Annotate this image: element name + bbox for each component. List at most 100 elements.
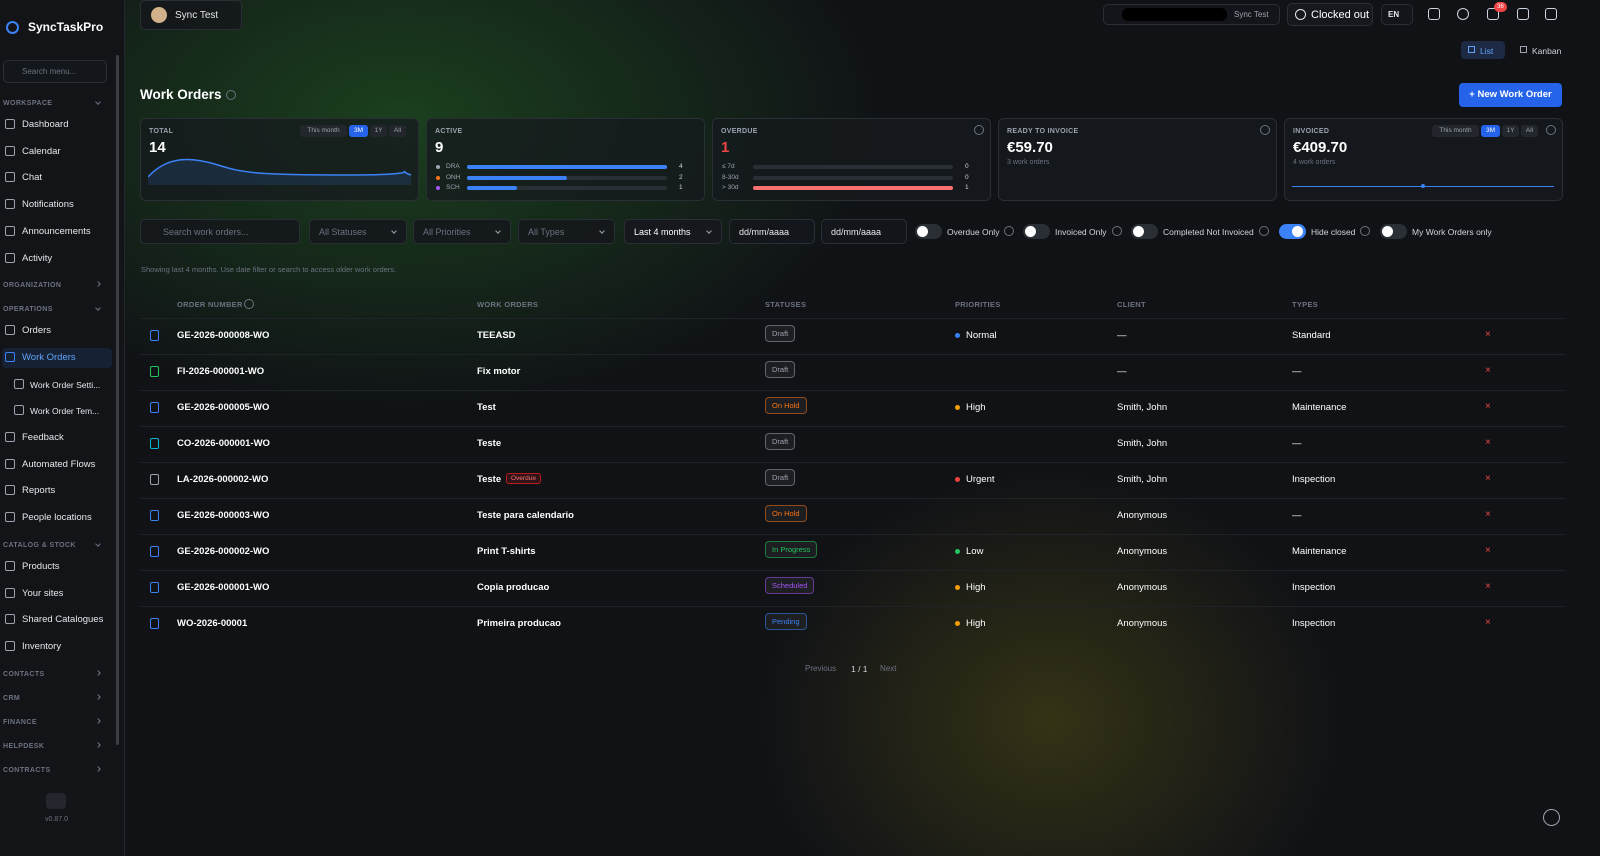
workspace-switch[interactable]: Sync Test	[140, 0, 242, 30]
toggle-knob	[1292, 226, 1303, 237]
row-name: > 30d	[722, 184, 739, 191]
nav-item[interactable]: Work Order Setti...	[30, 379, 101, 390]
client: Anonymous	[1117, 510, 1168, 521]
delete-button[interactable]: ×	[1485, 545, 1491, 556]
row-icon	[150, 438, 159, 449]
delete-button[interactable]: ×	[1485, 365, 1491, 376]
range-button[interactable]: This month	[1432, 125, 1479, 137]
pagination-previous[interactable]: Previous	[805, 664, 837, 673]
nav-item[interactable]: Automated Flows	[22, 458, 96, 470]
top-icon[interactable]	[1545, 8, 1557, 20]
delete-button[interactable]: ×	[1485, 581, 1491, 592]
section-header[interactable]: ORGANIZATION	[3, 282, 62, 290]
bar-track	[467, 186, 667, 190]
top-icon[interactable]	[1517, 8, 1529, 20]
date-input[interactable]: dd/mm/aaaa	[821, 219, 907, 244]
nav-item[interactable]: Notifications	[22, 199, 74, 211]
nav-item[interactable]: Your sites	[22, 587, 64, 599]
select[interactable]: All Types	[518, 219, 615, 244]
range-button[interactable]: 3M	[349, 125, 368, 137]
delete-button[interactable]: ×	[1485, 329, 1491, 340]
table-row[interactable]	[140, 498, 1565, 534]
help-fab[interactable]	[1543, 809, 1560, 826]
delete-button[interactable]: ×	[1485, 401, 1491, 412]
nav-icon	[5, 325, 15, 336]
section-header[interactable]: CRM	[3, 694, 21, 702]
nav-item[interactable]: Activity	[22, 252, 53, 264]
top-icon[interactable]	[1457, 8, 1469, 20]
delete-button[interactable]: ×	[1485, 509, 1491, 520]
nav-item[interactable]: Work Order Tem...	[30, 406, 100, 417]
nav-item[interactable]: Inventory	[22, 640, 62, 652]
table-row[interactable]	[140, 462, 1565, 498]
select[interactable]: All Statuses	[309, 219, 407, 244]
range-button[interactable]: 3M	[1481, 125, 1500, 137]
account-box[interactable]: Sync Test	[1103, 4, 1280, 25]
nav-item[interactable]: Shared Catalogues	[22, 614, 104, 626]
table-row[interactable]	[140, 354, 1565, 390]
table-row[interactable]	[140, 318, 1565, 354]
lang-select[interactable]: EN	[1381, 4, 1413, 25]
nav-item[interactable]: Orders	[22, 325, 52, 337]
date-input[interactable]: dd/mm/aaaa	[729, 219, 815, 244]
priority: Low	[966, 546, 984, 557]
row-value: 1	[679, 184, 683, 191]
range-button[interactable]: All	[1521, 125, 1538, 137]
nav-item[interactable]: Announcements	[22, 225, 91, 237]
section-header[interactable]: CONTRACTS	[3, 766, 51, 774]
nav-item[interactable]: People locations	[22, 512, 92, 524]
row-value: 1	[965, 184, 969, 191]
view-button[interactable]: Kanban	[1532, 46, 1562, 56]
nav-item[interactable]: Work Orders	[22, 351, 76, 363]
column-header: PRIORITIES	[955, 300, 1001, 309]
nav-item[interactable]: Calendar	[22, 145, 61, 157]
range-button[interactable]: 1Y	[370, 125, 387, 137]
delete-button[interactable]: ×	[1485, 473, 1491, 484]
table-row[interactable]	[140, 390, 1565, 426]
order-number: GE-2026-000002-WO	[177, 546, 270, 557]
range-button[interactable]: All	[389, 125, 406, 137]
range-button[interactable]: This month	[300, 125, 347, 137]
chevron	[495, 228, 501, 234]
nav-icon	[5, 119, 15, 129]
delete-button[interactable]: ×	[1485, 437, 1491, 448]
client: Smith, John	[1117, 438, 1168, 449]
range-button[interactable]: 1Y	[1502, 125, 1519, 137]
table-row[interactable]	[140, 570, 1565, 606]
redacted	[1122, 8, 1227, 21]
top-icon[interactable]	[1487, 8, 1499, 20]
view-button[interactable]: List	[1480, 46, 1494, 56]
nav-item[interactable]: Dashboard	[22, 119, 69, 130]
nav-item[interactable]: Reports	[22, 485, 56, 497]
new-button[interactable]: + New Work Order	[1459, 83, 1562, 107]
nav-icon	[14, 378, 24, 389]
search-placeholder[interactable]: Search menu...	[22, 67, 77, 76]
select[interactable]: All Priorities	[413, 219, 511, 244]
work-order-title: TEEASD	[477, 330, 516, 341]
nav-item[interactable]: Feedback	[22, 432, 64, 443]
delete-button[interactable]: ×	[1485, 617, 1491, 628]
section-header[interactable]: FINANCE	[3, 718, 37, 726]
nav-item[interactable]: Chat	[22, 172, 43, 184]
collapse[interactable]	[46, 793, 66, 809]
section-header[interactable]: HELPDESK	[3, 742, 45, 750]
row-icon	[150, 618, 159, 629]
table-row[interactable]	[140, 606, 1565, 642]
nav-item[interactable]: Products	[22, 560, 60, 572]
top-icon[interactable]	[1428, 8, 1440, 20]
pagination-next[interactable]: Next	[880, 664, 897, 673]
section-header[interactable]: WORKSPACE	[3, 100, 53, 107]
type: Standard	[1292, 330, 1331, 341]
table-row[interactable]	[140, 534, 1565, 570]
bar	[467, 165, 667, 169]
section-header[interactable]: CONTACTS	[3, 670, 45, 678]
select[interactable]: Last 4 months	[624, 219, 722, 244]
section-header[interactable]: OPERATIONS	[3, 306, 53, 314]
search-input[interactable]: Search work orders...	[140, 219, 300, 244]
order-number: CO-2026-000001-WO	[177, 438, 270, 449]
clock-button[interactable]: Clocked out	[1287, 3, 1373, 26]
toggle-label: Invoiced Only	[1055, 227, 1107, 237]
section-header[interactable]: CATALOG & STOCK	[3, 541, 76, 549]
table-row[interactable]	[140, 426, 1565, 462]
search-menu[interactable]: Search menu...	[3, 60, 107, 83]
